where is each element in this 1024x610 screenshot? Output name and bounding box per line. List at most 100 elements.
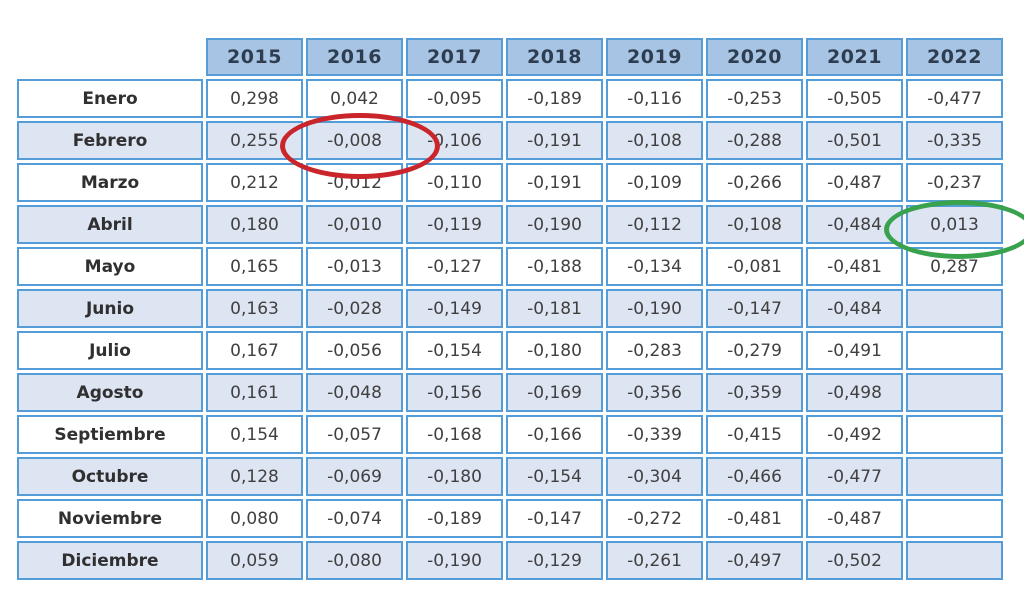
- value-cell-mayo-2019: -0,134: [606, 247, 703, 286]
- value-cell-enero-2017: -0,095: [406, 79, 503, 118]
- value-cell-enero-2022: -0,477: [906, 79, 1003, 118]
- value-cell-junio-2019: -0,190: [606, 289, 703, 328]
- value-cell-abril-2022: 0,013: [906, 205, 1003, 244]
- value-cell-abril-2016: -0,010: [306, 205, 403, 244]
- table-row-octubre: Octubre 0,128 -0,069 -0,180 -0,154 -0,304 -0,4…: [17, 457, 1003, 496]
- value-cell-julio-2020: -0,279: [706, 331, 803, 370]
- value-cell-diciembre-2019: -0,261: [606, 541, 703, 580]
- row-label: Febrero: [17, 121, 203, 160]
- value-cell-octubre-2017: -0,180: [406, 457, 503, 496]
- row-label: Diciembre: [17, 541, 203, 580]
- value-cell-diciembre-2015: 0,059: [206, 541, 303, 580]
- value-cell-marzo-2017: -0,110: [406, 163, 503, 202]
- value-cell-septiembre-2016: -0,057: [306, 415, 403, 454]
- value-cell-octubre-2016: -0,069: [306, 457, 403, 496]
- value-cell-agosto-2016: -0,048: [306, 373, 403, 412]
- value-cell-noviembre-2020: -0,481: [706, 499, 803, 538]
- value-cell-marzo-2019: -0,109: [606, 163, 703, 202]
- value-cell-diciembre-2017: -0,190: [406, 541, 503, 580]
- column-header-2019: 2019: [606, 38, 703, 76]
- corner-blank-cell: [17, 38, 203, 76]
- value-cell-noviembre-2019: -0,272: [606, 499, 703, 538]
- value-cell-julio-2019: -0,283: [606, 331, 703, 370]
- value-cell-julio-2018: -0,180: [506, 331, 603, 370]
- column-header-2022: 2022: [906, 38, 1003, 76]
- table-body: Enero 0,298 0,042 -0,095 -0,189 -0,116 -0,253-…: [17, 79, 1003, 580]
- value-cell-octubre-2022: [906, 457, 1003, 496]
- row-label: Abril: [17, 205, 203, 244]
- value-cell-abril-2015: 0,180: [206, 205, 303, 244]
- table-header-row: 2015 2016 2017 2018 2019 2020 2021 2022: [17, 38, 1003, 76]
- value-cell-noviembre-2016: -0,074: [306, 499, 403, 538]
- value-cell-noviembre-2017: -0,189: [406, 499, 503, 538]
- value-cell-febrero-2017: -0,106: [406, 121, 503, 160]
- value-cell-junio-2021: -0,484: [806, 289, 903, 328]
- table-row-mayo: Mayo 0,165 -0,013 -0,127 -0,188 -0,134 -0,081-…: [17, 247, 1003, 286]
- value-cell-octubre-2018: -0,154: [506, 457, 603, 496]
- table-row-noviembre: Noviembre 0,080 -0,074 -0,189 -0,147 -0,272 -0…: [17, 499, 1003, 538]
- value-cell-abril-2021: -0,484: [806, 205, 903, 244]
- row-label: Enero: [17, 79, 203, 118]
- value-cell-mayo-2015: 0,165: [206, 247, 303, 286]
- value-cell-junio-2016: -0,028: [306, 289, 403, 328]
- value-cell-noviembre-2021: -0,487: [806, 499, 903, 538]
- value-cell-septiembre-2018: -0,166: [506, 415, 603, 454]
- value-cell-marzo-2018: -0,191: [506, 163, 603, 202]
- row-label: Mayo: [17, 247, 203, 286]
- value-cell-marzo-2021: -0,487: [806, 163, 903, 202]
- table-row-marzo: Marzo 0,212 -0,012 -0,110 -0,191 -0,109 -0,266…: [17, 163, 1003, 202]
- value-cell-junio-2022: [906, 289, 1003, 328]
- value-cell-septiembre-2020: -0,415: [706, 415, 803, 454]
- value-cell-agosto-2022: [906, 373, 1003, 412]
- value-cell-febrero-2019: -0,108: [606, 121, 703, 160]
- value-cell-marzo-2020: -0,266: [706, 163, 803, 202]
- value-cell-diciembre-2016: -0,080: [306, 541, 403, 580]
- value-cell-febrero-2016: -0,008: [306, 121, 403, 160]
- value-cell-enero-2019: -0,116: [606, 79, 703, 118]
- value-cell-mayo-2018: -0,188: [506, 247, 603, 286]
- column-header-2018: 2018: [506, 38, 603, 76]
- value-cell-mayo-2022: 0,287: [906, 247, 1003, 286]
- value-cell-agosto-2017: -0,156: [406, 373, 503, 412]
- value-cell-febrero-2015: 0,255: [206, 121, 303, 160]
- value-cell-agosto-2019: -0,356: [606, 373, 703, 412]
- value-cell-enero-2016: 0,042: [306, 79, 403, 118]
- column-header-2021: 2021: [806, 38, 903, 76]
- row-label: Septiembre: [17, 415, 203, 454]
- column-header-2017: 2017: [406, 38, 503, 76]
- value-cell-mayo-2016: -0,013: [306, 247, 403, 286]
- value-cell-mayo-2017: -0,127: [406, 247, 503, 286]
- row-label: Octubre: [17, 457, 203, 496]
- row-label: Noviembre: [17, 499, 203, 538]
- table-row-agosto: Agosto 0,161 -0,048 -0,156 -0,169 -0,356 -0,35…: [17, 373, 1003, 412]
- table-row-julio: Julio 0,167 -0,056 -0,154 -0,180 -0,283 -0,279…: [17, 331, 1003, 370]
- table-row-febrero: Febrero 0,255 -0,008 -0,106 -0,191 -0,108 -0,2…: [17, 121, 1003, 160]
- value-cell-abril-2019: -0,112: [606, 205, 703, 244]
- value-cell-septiembre-2021: -0,492: [806, 415, 903, 454]
- value-cell-mayo-2020: -0,081: [706, 247, 803, 286]
- value-cell-abril-2018: -0,190: [506, 205, 603, 244]
- value-cell-julio-2017: -0,154: [406, 331, 503, 370]
- table-row-enero: Enero 0,298 0,042 -0,095 -0,189 -0,116 -0,253-…: [17, 79, 1003, 118]
- value-cell-octubre-2019: -0,304: [606, 457, 703, 496]
- value-cell-mayo-2021: -0,481: [806, 247, 903, 286]
- monthly-values-table: 2015 2016 2017 2018 2019 2020 2021 2022 Enero 0,…: [14, 35, 1006, 583]
- value-cell-diciembre-2022: [906, 541, 1003, 580]
- value-cell-septiembre-2019: -0,339: [606, 415, 703, 454]
- value-cell-agosto-2018: -0,169: [506, 373, 603, 412]
- value-cell-marzo-2022: -0,237: [906, 163, 1003, 202]
- value-cell-febrero-2020: -0,288: [706, 121, 803, 160]
- row-label: Agosto: [17, 373, 203, 412]
- value-cell-febrero-2022: -0,335: [906, 121, 1003, 160]
- value-cell-septiembre-2017: -0,168: [406, 415, 503, 454]
- value-cell-marzo-2015: 0,212: [206, 163, 303, 202]
- table-row-septiembre: Septiembre 0,154 -0,057 -0,168 -0,166 -0,339-…: [17, 415, 1003, 454]
- value-cell-agosto-2015: 0,161: [206, 373, 303, 412]
- row-label: Junio: [17, 289, 203, 328]
- value-cell-febrero-2018: -0,191: [506, 121, 603, 160]
- value-cell-julio-2022: [906, 331, 1003, 370]
- value-cell-agosto-2021: -0,498: [806, 373, 903, 412]
- value-cell-noviembre-2022: [906, 499, 1003, 538]
- value-cell-septiembre-2015: 0,154: [206, 415, 303, 454]
